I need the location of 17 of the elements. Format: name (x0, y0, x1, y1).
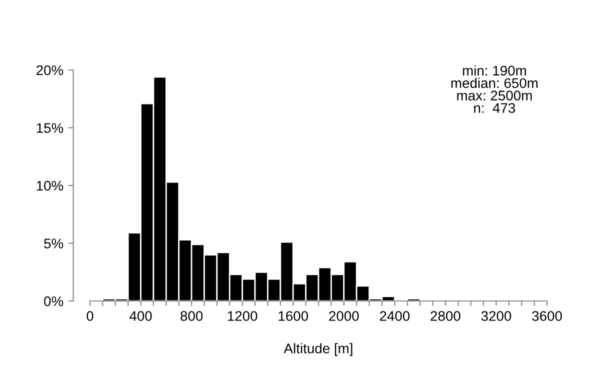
x-tick-label: 0 (86, 311, 94, 321)
y-tick-label: 0% (44, 296, 64, 306)
x-tick-label: 800 (180, 311, 203, 321)
y-tick-label: 5% (44, 238, 64, 248)
x-axis-title: Altitude [m] (284, 343, 352, 356)
x-tick-label: 2400 (380, 311, 410, 321)
x-tick-label: 2000 (329, 311, 359, 321)
x-tick-label: 1200 (228, 311, 258, 321)
annotation: min: 190m median: 650m max: 2500m n: 473 (451, 65, 538, 113)
x-tick-label: 3600 (532, 311, 562, 321)
x-tick-label: 1600 (278, 311, 308, 321)
x-tick-label: 2800 (430, 311, 460, 321)
y-tick-label: 20% (36, 65, 64, 76)
y-tick-label: 10% (36, 180, 64, 191)
y-tick-label: 15% (36, 123, 64, 133)
x-tick-label: 400 (130, 311, 152, 321)
x-tick-label: 3200 (481, 311, 512, 321)
